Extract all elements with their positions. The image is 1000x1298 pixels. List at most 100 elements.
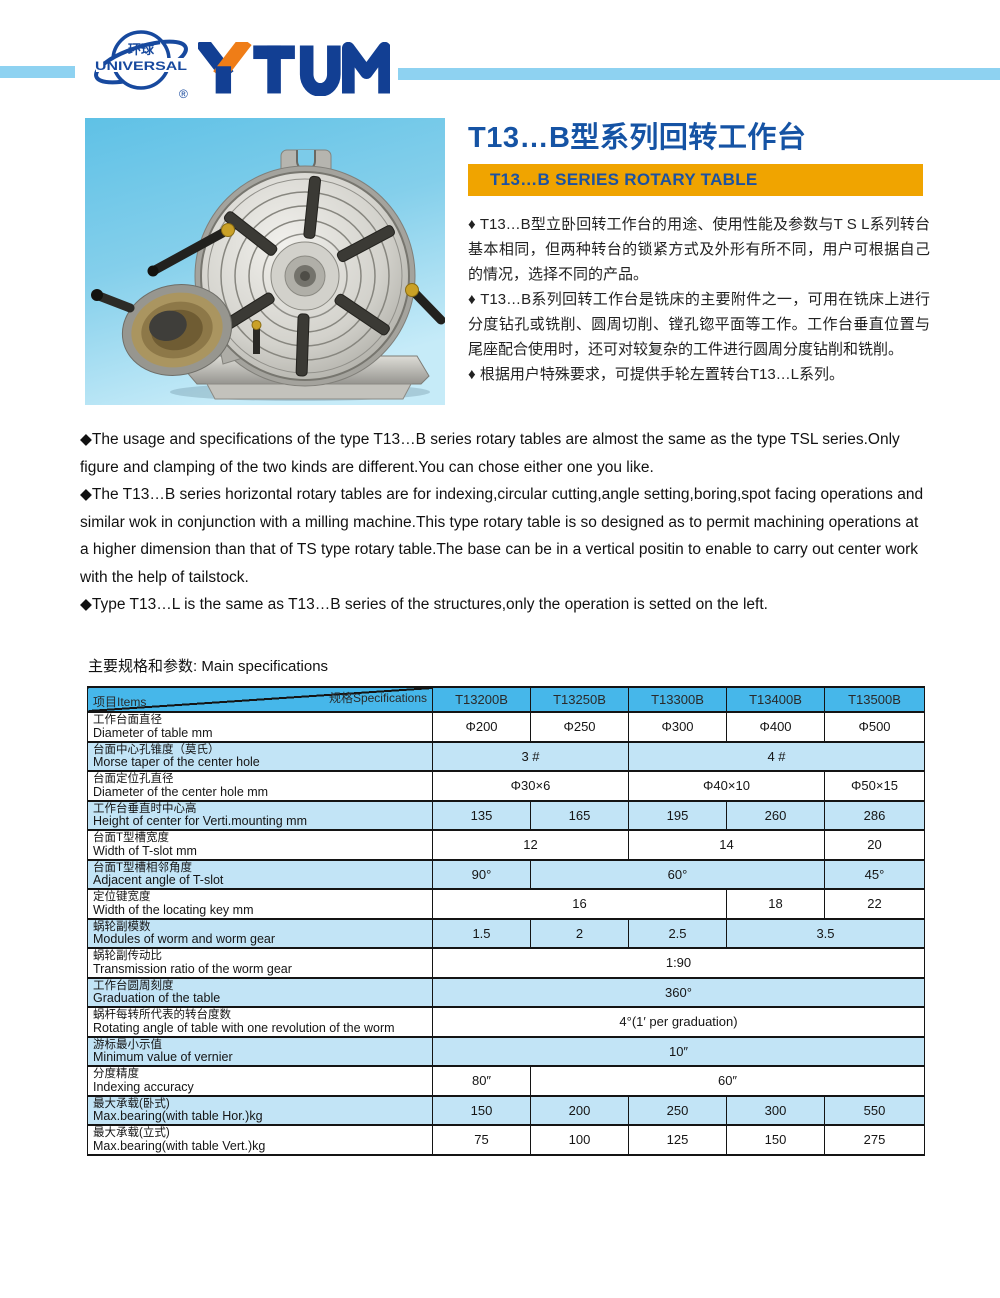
spec-value-cell: 2: [530, 917, 629, 949]
spec-value-cell: 60°: [530, 858, 825, 890]
model-column-header: T13250B: [530, 686, 629, 713]
spec-value-cell: 16: [432, 888, 727, 920]
spec-value-cell: 360°: [432, 976, 925, 1008]
series-banner: T13…B SERIES ROTARY TABLE: [468, 164, 923, 196]
spec-label-en: Diameter of table mm: [93, 725, 213, 740]
spec-value-cell: 275: [824, 1124, 925, 1156]
spec-value-cell: 3.5: [726, 917, 925, 949]
top-accent-bar-right: [398, 68, 1000, 80]
model-column-header: T13500B: [824, 686, 925, 713]
globe-en-label: UNIVERSAL: [95, 59, 187, 73]
spec-value-cell: Φ40×10: [628, 770, 825, 802]
model-column-header: T13400B: [726, 686, 825, 713]
spec-row: 定位键宽度 Width of the locating key mm 16 18 22: [87, 888, 925, 920]
spec-value-cell: 550: [824, 1094, 925, 1126]
spec-label-cell: 最大承载(立式) Max.bearing(with table Vert.)kg: [87, 1124, 433, 1156]
spec-value-cell: 45°: [824, 858, 925, 890]
spec-label-cell: 游标最小示值 Minimum value of vernier: [87, 1035, 433, 1067]
rotary-table-illustration: [85, 118, 446, 405]
series-banner-label: T13…B SERIES ROTARY TABLE: [490, 170, 758, 189]
corner-specifications-label: 规格Specifications: [328, 691, 427, 705]
specs-heading: 主要规格和参数: Main specifications: [88, 658, 329, 675]
spec-value-cell: 2.5: [628, 917, 727, 949]
spec-value-cell: 4°(1′ per graduation): [432, 1006, 925, 1038]
en-paragraph-2: ◆The T13…B series horizontal rotary tabl…: [80, 486, 924, 586]
spec-label-cn: 游标最小示值: [93, 1038, 162, 1051]
spec-label-en: Minimum value of vernier: [93, 1050, 233, 1064]
spec-row: 台面T型槽宽度 Width of T-slot mm 12 14 20: [87, 829, 925, 861]
spec-row: 蜗轮副传动比 Transmission ratio of the worm gea…: [87, 947, 925, 979]
spec-value-cell: Φ200: [432, 711, 531, 743]
spec-label-cn: 台面中心孔锥度（莫氏）: [93, 743, 220, 756]
spec-label-cell: 蜗轮副传动比 Transmission ratio of the worm gea…: [87, 947, 433, 979]
spec-label-cn: 台面T型槽宽度: [93, 832, 170, 844]
spec-label-en: Transmission ratio of the worm gear: [93, 961, 292, 976]
spec-label-cn: 工作台垂直时中心高: [93, 802, 197, 815]
rotary-table-photo: [85, 118, 446, 405]
spec-label-cell: 台面T型槽相邻角度 Adjacent angle of T-slot: [87, 858, 433, 890]
spec-value-cell: 165: [530, 799, 629, 831]
spec-row: 台面中心孔锥度（莫氏） Morse taper of the center hol…: [87, 740, 925, 772]
spec-label-cell: 蜗杆每转所代表的转台度数 Rotating angle of table with…: [87, 1006, 433, 1038]
specs-table-body: 工作台面直径 Diameter of table mm Φ200 Φ250 Φ300 Φ4…: [87, 711, 925, 1156]
spec-label-en: Rotating angle of table with one revolut…: [93, 1020, 395, 1035]
spec-label-en: Max.bearing(with table Vert.)kg: [93, 1138, 266, 1153]
spec-label-cn: 定位键宽度: [93, 891, 151, 903]
specs-table-head: 规格Specifications 项目Items T13200B T13250B T13…: [87, 686, 925, 713]
spec-value-cell: 4 #: [628, 740, 925, 772]
spec-label-cell: 定位键宽度 Width of the locating key mm: [87, 888, 433, 920]
spec-label-cn: 分度精度: [93, 1068, 139, 1080]
brand-wordmark-ytum: [195, 36, 391, 101]
specs-table: 规格Specifications 项目Items T13200B T13250B T13…: [87, 686, 925, 1156]
spec-label-cn: 最大承载(立式): [93, 1127, 170, 1139]
spec-label-en: Adjacent angle of T-slot: [93, 873, 224, 887]
spec-value-cell: 250: [628, 1094, 727, 1126]
spec-label-cell: 台面T型槽宽度 Width of T-slot mm: [87, 829, 433, 861]
spec-value-cell: Φ30×6: [432, 770, 629, 802]
spec-value-cell: 286: [824, 799, 925, 831]
spec-value-cell: 150: [726, 1124, 825, 1156]
spec-value-cell: 135: [432, 799, 531, 831]
spec-value-cell: Φ400: [726, 711, 825, 743]
spec-label-cell: 台面定位孔直径 Diameter of the center hole mm: [87, 770, 433, 802]
spec-label-en: Height of center for Verti.mounting mm: [93, 814, 307, 828]
spec-label-en: Indexing accuracy: [93, 1079, 194, 1094]
spec-value-cell: 14: [628, 829, 825, 861]
page-title: T13…B型系列回转工作台: [468, 122, 807, 154]
spec-label-en: Max.bearing(with table Hor.)kg: [93, 1109, 263, 1123]
spec-row: 最大承载(立式) Max.bearing(with table Vert.)kg 7…: [87, 1124, 925, 1156]
spec-label-cell: 台面中心孔锥度（莫氏） Morse taper of the center hol…: [87, 740, 433, 772]
spec-row: 蜗杆每转所代表的转台度数 Rotating angle of table with…: [87, 1006, 925, 1038]
spec-label-en: Modules of worm and worm gear: [93, 932, 276, 946]
description-cn: ♦ T13…B型立卧回转工作台的用途、使用性能及参数与T S L系列转台基本相同…: [468, 212, 930, 387]
spec-row: 台面定位孔直径 Diameter of the center hole mm Φ30…: [87, 770, 925, 802]
spec-value-cell: Φ300: [628, 711, 727, 743]
spec-value-cell: 80″: [432, 1065, 531, 1097]
globe-icon: 环球 UNIVERSAL ®: [94, 30, 188, 101]
spec-label-cn: 台面T型槽相邻角度: [93, 861, 193, 874]
cn-paragraph-3: ♦ 根据用户特殊要求，可提供手轮左置转台T13…L系列。: [468, 366, 845, 383]
spec-value-cell: 60″: [530, 1065, 925, 1097]
spec-value-cell: 300: [726, 1094, 825, 1126]
spec-label-cell: 工作台面直径 Diameter of table mm: [87, 711, 433, 743]
spec-label-cell: 工作台圆周刻度 Graduation of the table: [87, 976, 433, 1008]
spec-row: 台面T型槽相邻角度 Adjacent angle of T-slot 90° 60° 4…: [87, 858, 925, 890]
spec-value-cell: Φ500: [824, 711, 925, 743]
spec-label-en: Width of T-slot mm: [93, 843, 197, 858]
spec-value-cell: 260: [726, 799, 825, 831]
cn-paragraph-2: ♦ T13…B系列回转工作台是铣床的主要附件之一，可用在铣床上进行分度钻孔或铣削…: [468, 291, 930, 358]
ytum-logo-icon: [195, 36, 391, 97]
spec-value-cell: 18: [726, 888, 825, 920]
spec-label-en: Morse taper of the center hole: [93, 755, 260, 769]
spec-value-cell: 100: [530, 1124, 629, 1156]
spec-value-cell: 1:90: [432, 947, 925, 979]
specs-header-row: 规格Specifications 项目Items T13200B T13250B T13…: [87, 686, 925, 713]
spec-value-cell: 20: [824, 829, 925, 861]
spec-row: 游标最小示值 Minimum value of vernier 10″: [87, 1035, 925, 1067]
spec-label-cn: 蜗杆每转所代表的转台度数: [93, 1009, 231, 1021]
spec-value-cell: 10″: [432, 1035, 925, 1067]
spec-label-cn: 台面定位孔直径: [93, 773, 174, 785]
spec-value-cell: 3 #: [432, 740, 629, 772]
spec-value-cell: 150: [432, 1094, 531, 1126]
